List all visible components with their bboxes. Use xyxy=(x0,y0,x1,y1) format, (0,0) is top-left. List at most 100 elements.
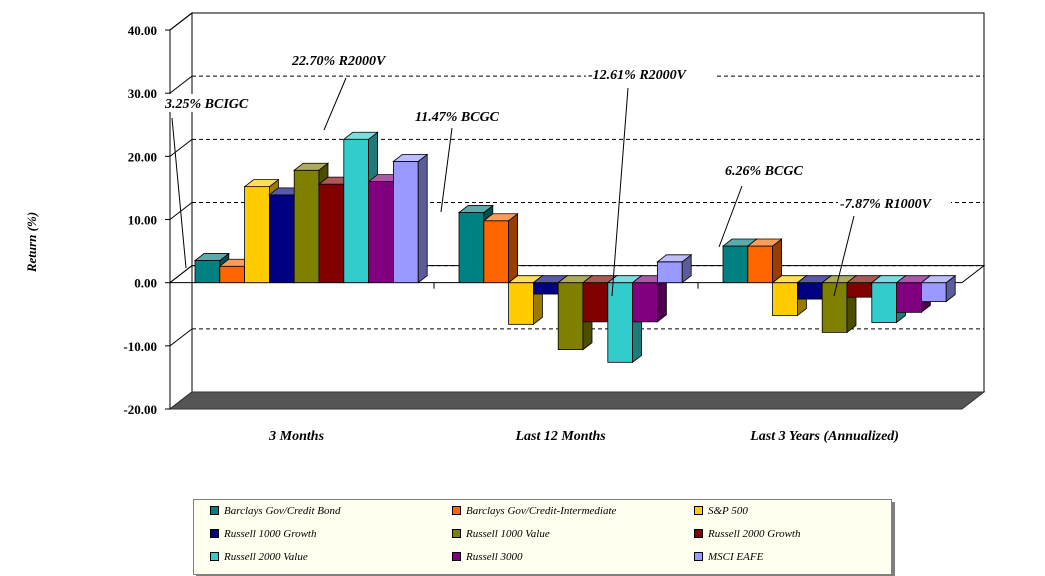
legend-label: MSCI EAFE xyxy=(708,551,764,563)
legend-swatch xyxy=(694,551,703,561)
bar xyxy=(896,282,922,313)
x-tick-label: Last 12 Months xyxy=(514,429,606,444)
bar xyxy=(483,220,509,284)
legend-item: Russell 1000 Growth xyxy=(210,528,317,540)
legend-item: Russell 2000 Growth xyxy=(694,528,801,540)
x-tick-label: 3 Months xyxy=(268,429,324,444)
bar xyxy=(582,282,609,323)
annotation-box xyxy=(838,194,951,212)
bar-top xyxy=(920,275,957,284)
bar-top xyxy=(243,179,280,188)
bar xyxy=(194,260,221,284)
legend-item: Russell 1000 Value xyxy=(452,528,550,540)
y-tick-label: 10.00 xyxy=(128,213,157,228)
bar xyxy=(747,245,773,284)
legend-item: Barclays Gov/Credit Bond xyxy=(210,505,341,517)
bar-top xyxy=(193,253,230,261)
bar xyxy=(871,282,897,323)
bar xyxy=(607,282,633,363)
y-tick-label: -10.00 xyxy=(123,339,157,354)
legend-swatch xyxy=(694,505,703,515)
legend-label: Russell 2000 Growth xyxy=(708,528,801,540)
annotation-label: 22.70% R2000V xyxy=(291,54,387,69)
legend-swatch xyxy=(452,528,461,538)
y-tick-label: 0.00 xyxy=(134,276,157,291)
annotation-label: 6.26% BCGC xyxy=(725,164,803,179)
plot-floor xyxy=(168,391,986,410)
bar xyxy=(293,169,320,284)
bar xyxy=(392,160,419,284)
legend-item: Russell 3000 xyxy=(452,551,523,563)
bar xyxy=(533,282,559,295)
annotation-pointer xyxy=(440,127,453,213)
bar xyxy=(772,282,798,316)
annotation-label: 3.25% BCIGC xyxy=(164,97,249,112)
annotation-label: -12.61% R2000V xyxy=(588,68,688,83)
bar xyxy=(268,194,295,284)
annotation-pointer xyxy=(718,185,743,248)
bar xyxy=(632,282,658,323)
legend-swatch xyxy=(210,528,219,538)
bar-top xyxy=(293,162,330,171)
bar xyxy=(508,282,534,325)
bar-side xyxy=(417,153,428,284)
legend-swatch xyxy=(452,551,461,561)
annotation-box xyxy=(413,107,513,125)
bar xyxy=(318,183,345,284)
bar xyxy=(846,282,873,298)
bar-top xyxy=(656,254,693,263)
y-tick-label: 40.00 xyxy=(128,23,157,38)
bar-top xyxy=(392,153,429,162)
annotation-box xyxy=(290,51,408,69)
legend-label: S&P 500 xyxy=(708,505,748,517)
bar xyxy=(343,138,369,284)
legend-label: Russell 1000 Growth xyxy=(224,528,317,540)
gridline-side xyxy=(169,328,193,347)
bar xyxy=(368,181,394,284)
y-axis-title: Return (%) xyxy=(24,212,39,273)
legend-item: MSCI EAFE xyxy=(694,551,763,563)
legend-item: Russell 2000 Value xyxy=(210,551,308,563)
annotation-pointer xyxy=(171,117,187,269)
bar xyxy=(921,282,947,303)
annotation-box xyxy=(163,94,259,112)
legend-label: Russell 3000 xyxy=(466,551,523,563)
legend-swatch xyxy=(452,505,461,515)
y-tick-label: -20.00 xyxy=(123,402,157,417)
legend-swatch xyxy=(210,505,219,515)
bar-side xyxy=(508,212,518,284)
bar xyxy=(219,265,246,284)
bar-top xyxy=(482,213,519,222)
gridline-side xyxy=(169,75,193,94)
annotation-pointer xyxy=(833,215,855,297)
chart-legend: Barclays Gov/Credit Bond Barclays Gov/Cre… xyxy=(193,499,892,575)
bar-top xyxy=(457,205,494,213)
bar-top xyxy=(746,238,783,247)
y-tick-label: 20.00 xyxy=(128,149,157,164)
legend-label: Russell 1000 Value xyxy=(466,528,550,540)
gridline-side xyxy=(169,138,193,157)
bar xyxy=(458,212,485,284)
y-tick-label: 30.00 xyxy=(128,86,157,101)
bar xyxy=(797,282,823,300)
legend-item: S&P 500 xyxy=(694,505,748,517)
legend-label: Barclays Gov/Credit-Intermediate xyxy=(466,505,617,517)
annotation-label: 11.47% BCGC xyxy=(415,110,500,125)
bar xyxy=(244,186,270,284)
bar xyxy=(657,261,683,284)
bar xyxy=(821,282,848,333)
legend-item: Barclays Gov/Credit-Intermediate xyxy=(452,505,616,517)
bar xyxy=(722,245,749,284)
bar-side xyxy=(772,238,782,284)
bar xyxy=(557,282,584,351)
x-tick-label: Last 3 Years (Annualized) xyxy=(749,429,899,444)
annotation-pointer xyxy=(611,87,629,297)
axis-edge xyxy=(169,12,193,31)
annotation-label: -7.87% R1000V xyxy=(840,197,933,212)
annotation-pointer xyxy=(323,77,347,131)
legend-swatch xyxy=(694,528,703,538)
annotation-box xyxy=(586,65,716,83)
bar-top xyxy=(342,131,379,140)
annotation-box xyxy=(723,161,813,179)
